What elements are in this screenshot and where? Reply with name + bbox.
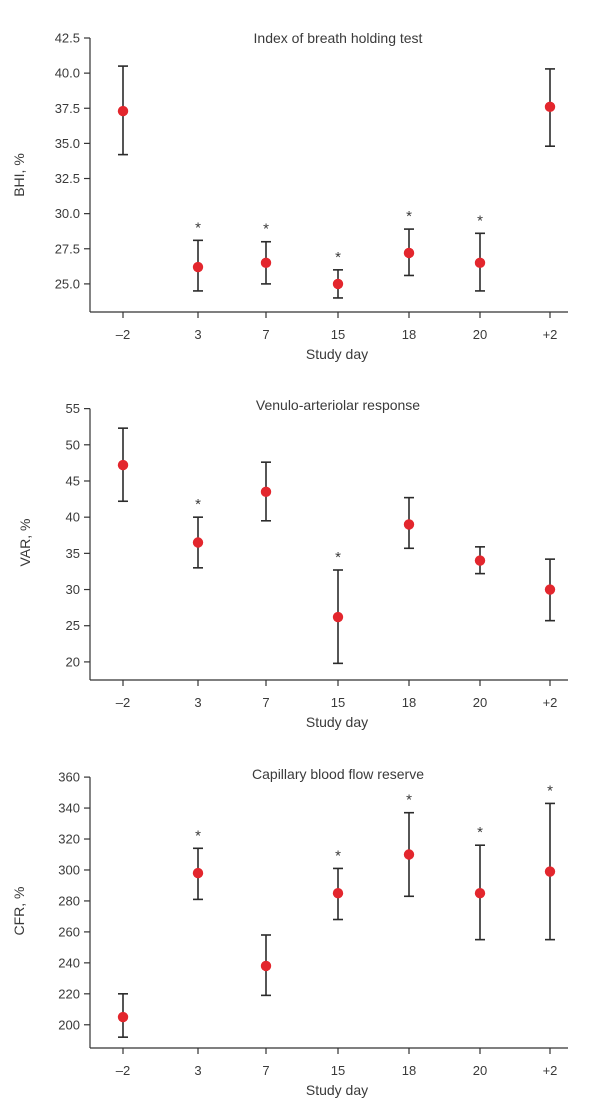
data-point (117, 1011, 129, 1023)
y-tick-label: 280 (58, 893, 80, 908)
panel-cfr: 200 220 240 260 280 300 320 340 360 –2 3 7 15 18 20 +2 S… (11, 766, 568, 1098)
y-tick-label: 40 (66, 510, 80, 525)
y-tick-label: 42.5 (55, 31, 80, 46)
data-point (474, 555, 486, 566)
x-tick-label: –2 (116, 327, 130, 342)
x-tick-label: 3 (194, 695, 201, 710)
data-point (332, 611, 344, 623)
x-tick-label: 20 (473, 1063, 487, 1078)
y-tick-label: 320 (58, 832, 80, 847)
y-tick-label: 55 (66, 401, 80, 416)
x-tick-label: 15 (331, 1063, 345, 1078)
y-tick-label: 25.0 (55, 276, 80, 291)
y-axis-label: BHI, % (11, 153, 27, 197)
significance-star: * (335, 549, 341, 566)
significance-star: * (477, 212, 483, 229)
x-tick-label: 18 (402, 327, 416, 342)
panel-var: 20 25 30 35 40 45 50 55 –2 3 7 15 18 20 +2 Study day VAR… (17, 397, 568, 730)
y-axis-label: CFR, % (11, 887, 27, 936)
data-point (192, 537, 204, 548)
significance-star: * (406, 792, 412, 809)
x-tick-label: 15 (331, 327, 345, 342)
y-axis-label: VAR, % (17, 519, 33, 567)
x-axis-label: Study day (306, 346, 368, 362)
significance-star: * (547, 782, 553, 799)
y-tick-label: 200 (58, 1017, 80, 1032)
y-tick-label: 35 (66, 546, 80, 561)
significance-star: * (406, 208, 412, 225)
x-tick-label: 20 (473, 695, 487, 710)
data-point (403, 519, 415, 530)
data-point (403, 247, 415, 259)
data-point (332, 278, 344, 290)
significance-star: * (263, 221, 269, 238)
data-point (192, 261, 204, 273)
x-tick-label: 18 (402, 695, 416, 710)
chart-title: Index of breath holding test (254, 30, 423, 46)
data-point (260, 960, 272, 972)
x-tick-label: 7 (262, 327, 269, 342)
y-tick-label: 220 (58, 986, 80, 1001)
y-tick-label: 30.0 (55, 206, 80, 221)
y-tick-label: 260 (58, 924, 80, 939)
significance-star: * (335, 847, 341, 864)
data-point (332, 887, 344, 899)
x-tick-label: +2 (543, 695, 558, 710)
significance-star: * (195, 827, 201, 844)
x-tick-label: 7 (262, 695, 269, 710)
y-tick-label: 340 (58, 801, 80, 816)
x-axis-label: Study day (306, 1082, 368, 1098)
x-tick-label: 3 (194, 1063, 201, 1078)
x-tick-label: 18 (402, 1063, 416, 1078)
data-point (260, 486, 272, 498)
x-tick-label: 7 (262, 1063, 269, 1078)
data-point (403, 849, 415, 860)
y-tick-label: 50 (66, 437, 80, 452)
y-tick-label: 25 (66, 618, 80, 633)
significance-star: * (335, 249, 341, 266)
x-tick-label: 3 (194, 327, 201, 342)
significance-star: * (195, 219, 201, 236)
y-tick-label: 240 (58, 955, 80, 970)
y-tick-label: 32.5 (55, 171, 80, 186)
y-tick-label: 27.5 (55, 241, 80, 256)
data-point (117, 105, 129, 117)
y-tick-label: 45 (66, 473, 80, 488)
x-tick-label: –2 (116, 695, 130, 710)
data-point (117, 459, 129, 471)
chart-title: Capillary blood flow reserve (252, 766, 424, 782)
y-tick-label: 40.0 (55, 66, 80, 81)
y-tick-label: 35.0 (55, 136, 80, 151)
data-point (544, 866, 556, 877)
x-tick-label: +2 (543, 327, 558, 342)
y-tick-label: 37.5 (55, 101, 80, 116)
data-point (544, 101, 556, 113)
data-point (474, 257, 486, 269)
data-point (192, 867, 204, 879)
significance-star: * (477, 824, 483, 841)
chart-title: Venulo-arteriolar response (256, 397, 420, 413)
significance-star: * (195, 496, 201, 513)
data-point (544, 584, 556, 595)
y-tick-label: 20 (66, 654, 80, 669)
data-point (260, 257, 272, 269)
x-axis-label: Study day (306, 714, 368, 730)
y-tick-label: 30 (66, 582, 80, 597)
x-tick-label: –2 (116, 1063, 130, 1078)
x-tick-label: +2 (543, 1063, 558, 1078)
y-tick-label: 300 (58, 862, 80, 877)
x-tick-label: 20 (473, 327, 487, 342)
x-tick-label: 15 (331, 695, 345, 710)
y-tick-label: 360 (58, 770, 80, 785)
panel-bhi: 25.0 27.5 30.0 32.5 35.0 37.5 40.0 42.5 –2 3 7 15 18… (11, 30, 568, 362)
data-point (474, 887, 486, 899)
